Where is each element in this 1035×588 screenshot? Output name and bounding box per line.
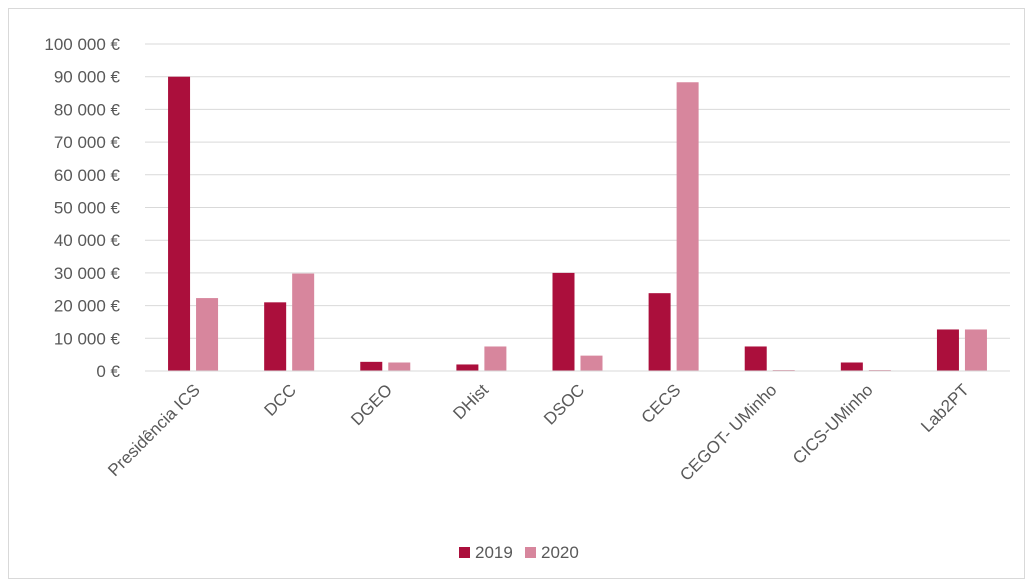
bars (168, 76, 987, 371)
y-tick-label: 80 000 € (54, 100, 121, 119)
bar-2020-2 (388, 362, 411, 371)
bar-2019-7 (840, 362, 863, 371)
bar-2020-1 (292, 273, 315, 371)
bar-2019-2 (360, 361, 383, 371)
x-tick-label: DSOC (540, 380, 588, 428)
x-axis-tick-labels: Presidência ICS DCC DGEO DHist DSOC CECSCEGOT… (104, 380, 973, 484)
y-tick-label: 60 000 € (54, 166, 121, 185)
bar-2020-0 (196, 298, 219, 371)
x-tick-label: Presidência ICS (104, 380, 204, 480)
y-tick-label: 90 000 € (54, 68, 121, 87)
y-tick-label: 30 000 € (54, 264, 121, 283)
y-tick-label: 20 000 € (54, 297, 121, 316)
x-tick-label: DCC (261, 380, 300, 419)
y-tick-label: 50 000 € (54, 199, 121, 218)
bar-2020-3 (484, 346, 507, 371)
legend-label-2019: 2019 (475, 543, 513, 562)
y-tick-label: 10 000 € (54, 329, 121, 348)
gridlines (145, 43, 1010, 339)
y-tick-label: 100 000 € (44, 35, 120, 54)
x-tick-label: DHist (449, 380, 492, 423)
x-tick-label: CEGOT- UMinho (676, 380, 780, 484)
bar-2020-5 (676, 82, 699, 371)
y-tick-label: 0 € (96, 362, 120, 381)
bar-2020-8 (964, 329, 987, 371)
y-tick-label: 70 000 € (54, 133, 121, 152)
bar-2019-1 (264, 302, 287, 371)
bar-2019-8 (936, 329, 959, 371)
y-tick-label: 40 000 € (54, 231, 121, 250)
x-tick-label: DGEO (347, 380, 396, 429)
bar-2019-5 (648, 293, 671, 371)
bar-2019-6 (744, 346, 767, 371)
bar-2019-0 (168, 76, 191, 371)
bar-2019-4 (552, 272, 575, 371)
x-tick-label: Lab2PT (917, 380, 973, 436)
bar-2019-3 (456, 364, 479, 371)
bar-2020-4 (580, 355, 603, 371)
legend: 2019 2020 (459, 543, 579, 562)
x-tick-label: CICS-UMinho (789, 380, 877, 468)
legend-swatch-2019 (459, 547, 470, 558)
legend-swatch-2020 (525, 547, 536, 558)
x-tick-label: CECS (638, 380, 685, 427)
legend-label-2020: 2020 (541, 543, 579, 562)
y-axis-tick-labels: 0 € 10 000 € 20 000 € 30 000 € 40 000 € 50 00… (44, 35, 120, 381)
